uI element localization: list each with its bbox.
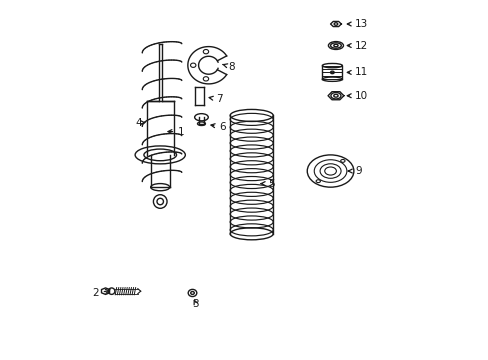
Text: 13: 13 — [346, 19, 367, 29]
Text: 8: 8 — [223, 62, 235, 72]
Text: 4: 4 — [135, 118, 144, 128]
Text: 2: 2 — [92, 288, 109, 298]
Text: 1: 1 — [168, 127, 184, 136]
Text: 10: 10 — [346, 91, 367, 101]
Text: 7: 7 — [209, 94, 222, 104]
Text: 5: 5 — [261, 179, 274, 189]
Text: 9: 9 — [347, 166, 361, 176]
Text: 11: 11 — [346, 67, 367, 77]
Text: 3: 3 — [192, 299, 199, 309]
Text: 6: 6 — [210, 122, 225, 132]
Text: 12: 12 — [346, 41, 367, 50]
